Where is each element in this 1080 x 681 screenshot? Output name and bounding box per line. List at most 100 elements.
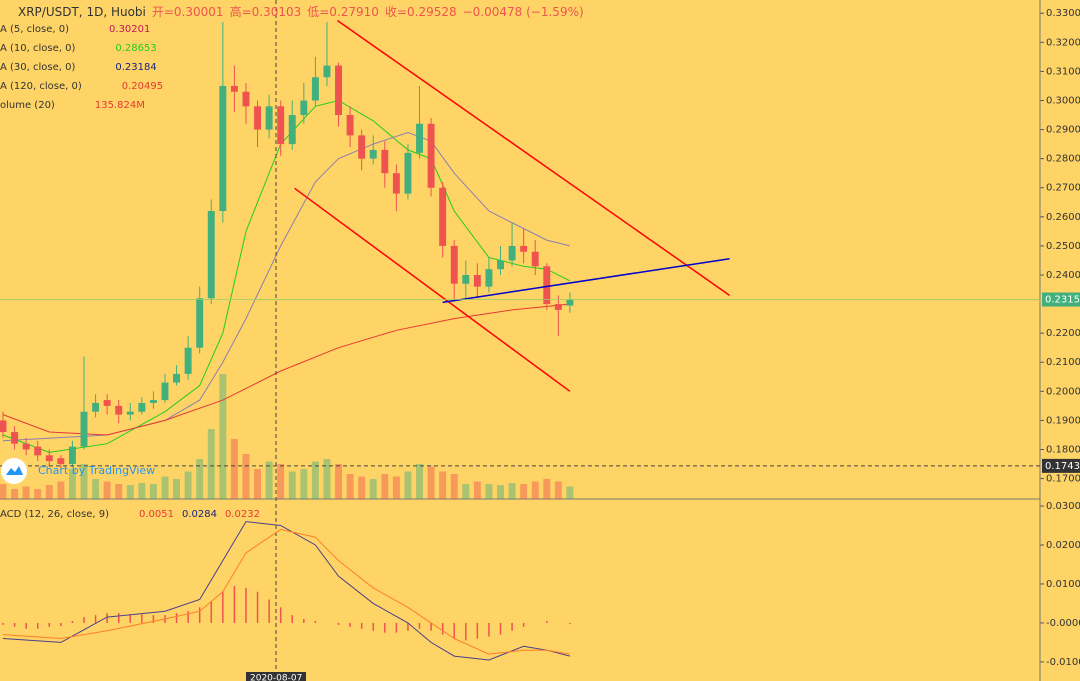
volume-bar [543, 479, 551, 499]
volume-bar [115, 484, 123, 499]
price-badge [1042, 458, 1080, 473]
macd-line [2, 521, 571, 661]
candle-body [439, 187, 447, 246]
volume-bar [520, 484, 528, 499]
volume-bar [497, 485, 504, 499]
chart-title: XRP/USDT, 1D, Huobi 开=0.30001 高=0.30103 低=0… [18, 4, 584, 19]
volume-bar [346, 474, 354, 499]
ma-line [2, 131, 571, 442]
candle-body [196, 298, 204, 348]
candle-body [173, 373, 181, 383]
volume-bar [103, 481, 111, 499]
candle-body [161, 382, 169, 401]
ohlc-value: −0.00478 (−1.59%) [463, 5, 584, 19]
volume-bar [80, 464, 88, 499]
volume-bar [554, 481, 562, 499]
volume-bar [149, 484, 157, 499]
volume-bar [219, 374, 227, 499]
indicator-value: 0.23184 [115, 62, 156, 73]
volume-bar [427, 466, 435, 499]
macd-value: 0.0232 [225, 509, 260, 520]
volume-bar [184, 471, 192, 499]
volume-bar [485, 484, 493, 499]
candle-body [288, 115, 296, 145]
indicator-name: A (5, close, 0) [0, 24, 69, 35]
volume-bar [404, 471, 412, 499]
candle-body [300, 100, 308, 116]
price-badge [1042, 292, 1080, 307]
volume-bar [126, 485, 134, 499]
candle-body [57, 458, 65, 465]
volume-bar [161, 476, 169, 499]
trend-line [336, 19, 731, 296]
candle-body [80, 411, 88, 447]
ohlc-value: 低=0.27910 [307, 5, 379, 19]
candle-body [323, 65, 331, 78]
volume-bar [531, 481, 539, 499]
indicator-legend: A (30, close, 0) 0.23184 [0, 62, 157, 73]
candle-body [531, 251, 539, 267]
candle-body [103, 400, 111, 406]
candle-body [265, 106, 273, 130]
volume-bar [11, 489, 19, 499]
indicator-value: 0.30201 [109, 24, 150, 35]
volume-bar [392, 476, 400, 499]
candle-body [473, 274, 481, 287]
candle-body [358, 135, 366, 159]
watermark: Chart by TradingView [38, 464, 155, 477]
price-badge-label: 0.1743 [1045, 461, 1080, 472]
candle-body [311, 77, 319, 101]
volume-bar [416, 464, 423, 499]
volume-bar [22, 486, 30, 499]
trend-line [294, 187, 571, 392]
candle-body [242, 91, 250, 107]
volume-bar [207, 429, 215, 499]
indicator-legend: A (120, close, 0) 0.20495 [0, 81, 163, 92]
y-tick-label: 0.0200 [1046, 540, 1080, 551]
ohlc-value: 高=0.30103 [230, 4, 302, 19]
candle-body [485, 269, 493, 287]
candle-body [450, 245, 458, 284]
candle-body [392, 173, 400, 194]
volume-bar [254, 469, 262, 499]
candle-body [149, 400, 157, 403]
date-label: 2020-08-07 [250, 674, 302, 681]
y-tick-label: 0.0300 [1046, 501, 1080, 512]
volume-bar [288, 471, 296, 499]
volume-bar [45, 485, 53, 499]
volume-bar [265, 461, 273, 499]
volume-bar [566, 486, 574, 499]
candle-body [34, 446, 42, 456]
macd-line [2, 528, 570, 655]
ma-line [2, 99, 571, 453]
macd-name: ACD (12, 26, close, 9) [0, 509, 109, 520]
candle-body [520, 245, 528, 252]
volume-bar [138, 483, 146, 499]
candle-body [115, 405, 123, 415]
candle-body [554, 304, 562, 310]
indicator-legend: olume (20) 135.824M [0, 100, 145, 111]
volume-bar [358, 476, 366, 499]
candle-body [381, 149, 389, 174]
volume-bar [508, 483, 516, 499]
candle-body [543, 266, 551, 305]
candle-body [346, 115, 354, 136]
indicator-name: A (30, close, 0) [0, 62, 75, 73]
indicator-value: 0.20495 [122, 81, 163, 92]
ohlc-value: 收=0.29528 [385, 5, 457, 19]
volume-bar [323, 459, 331, 499]
indicator-legend: A (5, close, 0) 0.30201 [0, 24, 150, 35]
volume-bar [92, 479, 100, 499]
candle-body [277, 106, 285, 145]
candle-body [68, 446, 76, 465]
